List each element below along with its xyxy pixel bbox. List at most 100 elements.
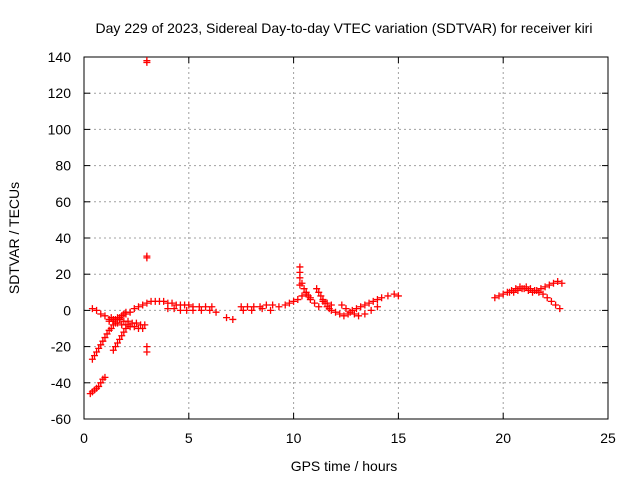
data-point <box>499 290 507 298</box>
y-tick-label: 120 <box>48 85 72 101</box>
data-point <box>114 314 122 322</box>
data-point <box>300 285 308 293</box>
data-point <box>294 296 302 304</box>
data-point <box>229 315 237 323</box>
data-point <box>361 301 369 309</box>
data-point <box>93 348 101 356</box>
data-point <box>122 321 130 329</box>
data-point <box>346 308 354 316</box>
data-point <box>141 321 149 329</box>
x-tick-label: 10 <box>286 430 302 446</box>
data-point <box>185 301 193 309</box>
data-point <box>361 310 369 318</box>
data-point <box>355 312 363 320</box>
data-point <box>298 292 306 300</box>
y-tick-label: 0 <box>63 302 71 318</box>
data-point <box>120 328 128 336</box>
data-point <box>514 286 522 294</box>
data-point <box>101 334 109 342</box>
data-point <box>537 285 545 293</box>
data-point <box>262 301 270 309</box>
x-tick-label: 5 <box>185 430 193 446</box>
data-point <box>296 263 304 271</box>
data-point <box>111 343 119 351</box>
data-point <box>298 279 306 287</box>
data-point <box>327 306 335 314</box>
data-point <box>522 283 530 291</box>
data-point <box>373 296 381 304</box>
x-tick-label: 15 <box>391 430 407 446</box>
data-point <box>160 297 168 305</box>
data-point <box>365 299 373 307</box>
data-point <box>541 283 549 291</box>
data-point <box>143 348 151 356</box>
data-point <box>97 379 105 387</box>
x-axis: 0 5 10 15 20 25 <box>80 57 616 446</box>
data-point <box>313 285 321 293</box>
data-point <box>491 294 499 302</box>
data-point <box>248 306 256 314</box>
data-point <box>109 315 117 323</box>
data-point <box>134 303 142 311</box>
data-point <box>378 294 386 302</box>
x-tick-label: 25 <box>600 430 616 446</box>
data-point <box>168 299 176 307</box>
data-point <box>384 292 392 300</box>
data-point <box>545 281 553 289</box>
data-point <box>342 305 350 313</box>
data-point <box>143 254 151 262</box>
data-point <box>357 303 365 311</box>
y-tick-label: 40 <box>55 230 71 246</box>
data-point <box>369 297 377 305</box>
data-point <box>554 277 562 285</box>
data-point <box>550 279 558 287</box>
data-point <box>101 373 109 381</box>
data-point <box>518 285 526 293</box>
data-point <box>139 325 147 332</box>
data-point <box>197 306 205 314</box>
data-point <box>93 306 101 314</box>
data-point <box>109 346 117 354</box>
data-point <box>275 303 283 311</box>
data-point <box>122 310 130 318</box>
data-point <box>237 303 245 311</box>
data-point <box>176 306 184 314</box>
data-point <box>510 288 518 296</box>
data-point <box>97 341 105 349</box>
data-point <box>332 308 340 316</box>
data-point <box>139 301 147 309</box>
data-point <box>124 317 132 325</box>
data-point <box>189 306 197 314</box>
data-point <box>132 319 140 327</box>
data-point <box>90 352 98 360</box>
data-point <box>223 314 231 322</box>
data-point <box>258 305 266 313</box>
data-point <box>183 306 191 314</box>
data-point <box>319 296 327 304</box>
data-point <box>394 292 402 300</box>
data-point <box>114 339 122 347</box>
data-point <box>97 310 105 318</box>
x-axis-label: GPS time / hours <box>291 458 398 474</box>
x-tick-label: 20 <box>495 430 511 446</box>
data-point <box>543 294 551 302</box>
data-point <box>336 310 344 318</box>
data-point <box>107 325 115 332</box>
y-axis: -60 -40 -20 0 20 40 60 80 100 120 140 <box>48 49 608 427</box>
data-point <box>118 332 126 340</box>
data-point <box>390 290 398 298</box>
data-point <box>558 279 566 287</box>
x-tick-label: 0 <box>80 430 88 446</box>
grid-lines <box>84 57 608 419</box>
data-point <box>130 305 138 313</box>
y-axis-label: SDTVAR / TECUs <box>6 182 22 294</box>
data-point <box>539 290 547 298</box>
y-tick-label: 80 <box>55 158 71 174</box>
data-points <box>86 57 566 398</box>
data-point <box>101 312 109 320</box>
data-point <box>130 323 138 331</box>
data-point <box>367 306 375 314</box>
data-point <box>531 286 539 294</box>
chart-title: Day 229 of 2023, Sidereal Day-to-day VTE… <box>96 20 593 36</box>
data-point <box>88 305 96 313</box>
